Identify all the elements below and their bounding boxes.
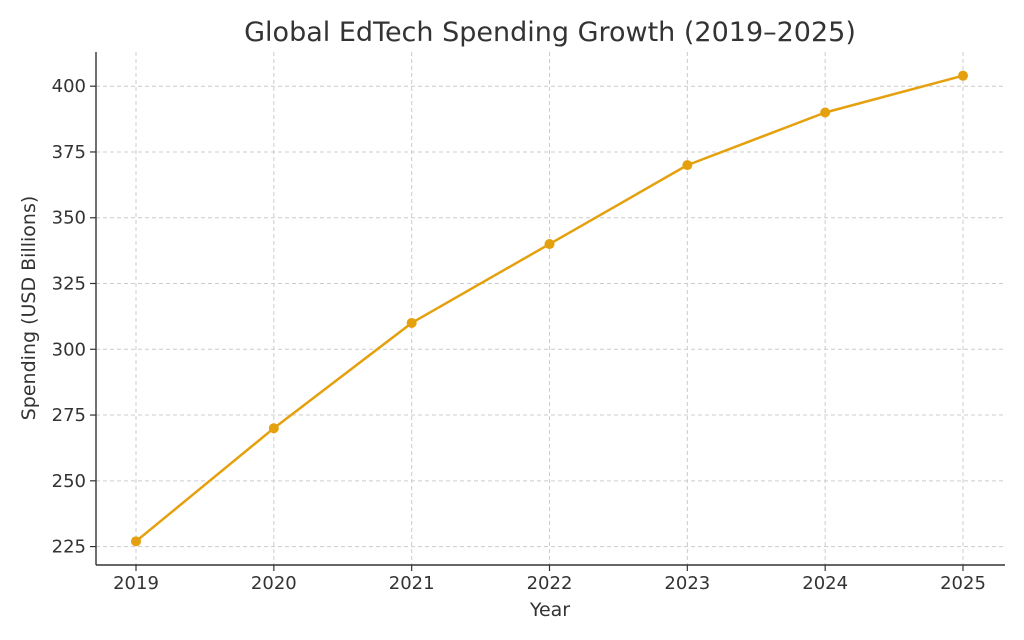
y-tick-label: 275 bbox=[52, 405, 86, 426]
y-axis-label: Spending (USD Billions) bbox=[18, 196, 40, 421]
data-point bbox=[131, 536, 141, 547]
data-point bbox=[820, 107, 831, 118]
data-point bbox=[268, 423, 279, 434]
y-tick-label: 325 bbox=[52, 274, 86, 295]
tick-labels: 2019 2020 2021 2022 2023 2024 2025 225 250 275 300… bbox=[52, 76, 986, 594]
x-tick-label: 2019 bbox=[113, 573, 159, 594]
x-tick-label: 2022 bbox=[527, 573, 573, 594]
x-axis-label: Year bbox=[529, 599, 570, 621]
grid bbox=[96, 52, 1005, 565]
y-tick-label: 350 bbox=[52, 208, 86, 229]
axes bbox=[90, 52, 1005, 571]
x-tick-label: 2020 bbox=[251, 573, 297, 594]
y-tick-label: 225 bbox=[52, 537, 86, 558]
y-tick-label: 300 bbox=[52, 339, 86, 360]
x-tick-label: 2024 bbox=[802, 573, 848, 594]
data-point bbox=[544, 239, 555, 250]
y-tick-label: 375 bbox=[52, 142, 86, 163]
y-tick-label: 400 bbox=[52, 76, 86, 97]
series-layer bbox=[131, 70, 968, 547]
chart-title: Global EdTech Spending Growth (2019–2025… bbox=[244, 17, 856, 48]
x-tick-label: 2023 bbox=[664, 573, 710, 594]
x-tick-label: 2021 bbox=[389, 573, 435, 594]
y-tick-label: 250 bbox=[52, 471, 86, 492]
x-tick-label: 2025 bbox=[940, 573, 986, 594]
data-point bbox=[682, 160, 693, 171]
data-point bbox=[958, 70, 968, 81]
data-point bbox=[406, 317, 417, 328]
